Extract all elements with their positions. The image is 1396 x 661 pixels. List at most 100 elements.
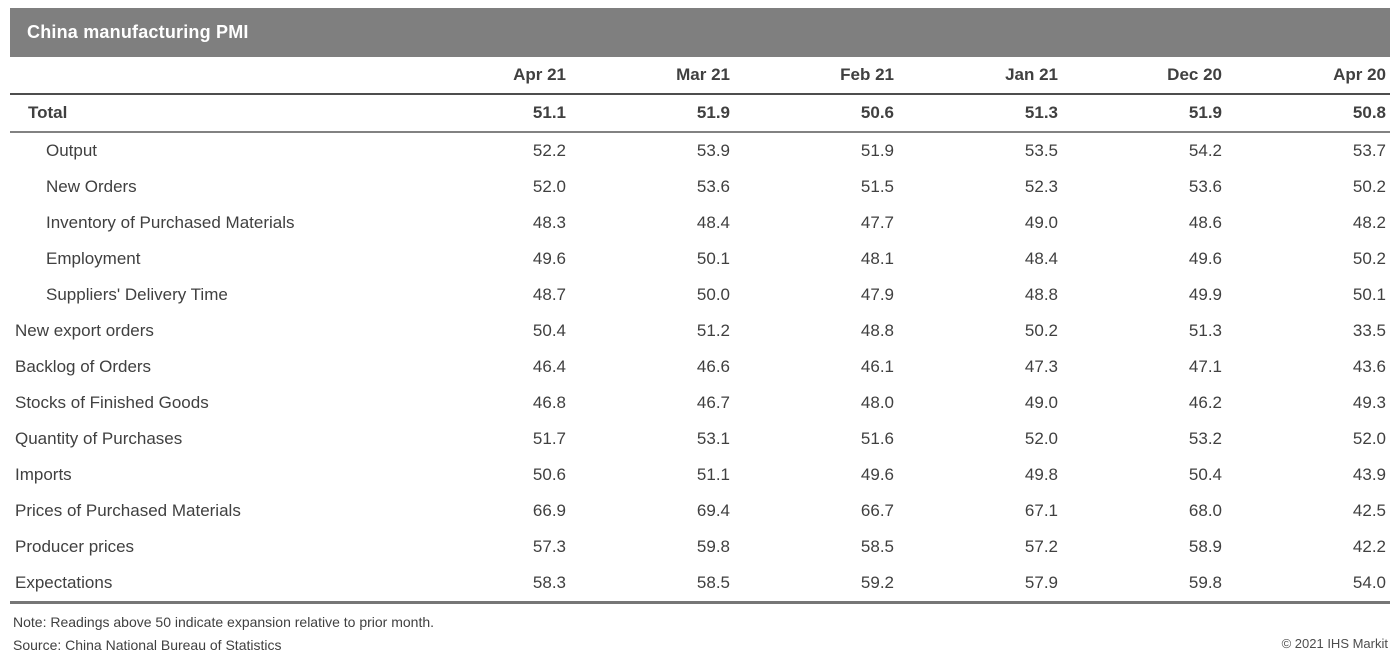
value-cell: 48.3 bbox=[532, 213, 566, 232]
table-row-prices-of-purchased-materials: Prices of Purchased Materials 66.9 69.4 66.… bbox=[10, 493, 1390, 529]
value-cell: 48.4 bbox=[696, 213, 730, 232]
value-cell: 50.6 bbox=[860, 103, 894, 122]
value-cell: 48.6 bbox=[1188, 213, 1222, 232]
value-cell: 52.0 bbox=[1352, 429, 1386, 448]
table-row-imports: Imports 50.6 51.1 49.6 49.8 50.4 43.9 bbox=[10, 457, 1390, 493]
table-row-suppliers-delivery-time: Suppliers' Delivery Time 48.7 50.0 47.9 48.8… bbox=[10, 277, 1390, 313]
value-cell: 66.9 bbox=[532, 501, 566, 520]
value-cell: 53.6 bbox=[1188, 177, 1222, 196]
column-header-apr-21: Apr 21 bbox=[513, 65, 566, 84]
table-row-employment: Employment 49.6 50.1 48.1 48.4 49.6 50.2 bbox=[10, 241, 1390, 277]
row-label: Employment bbox=[46, 249, 141, 268]
value-cell: 51.3 bbox=[1188, 321, 1222, 340]
value-cell: 33.5 bbox=[1352, 321, 1386, 340]
value-cell: 51.5 bbox=[860, 177, 894, 196]
table-row-inventory-of-purchased-materials: Inventory of Purchased Materials 48.3 48.4… bbox=[10, 205, 1390, 241]
value-cell: 58.5 bbox=[860, 537, 894, 556]
value-cell: 53.5 bbox=[1024, 141, 1058, 160]
row-label: Total bbox=[28, 103, 68, 122]
value-cell: 50.1 bbox=[696, 249, 730, 268]
value-cell: 50.4 bbox=[532, 321, 566, 340]
value-cell: 46.1 bbox=[860, 357, 894, 376]
row-label: Backlog of Orders bbox=[15, 357, 152, 376]
copyright-text: © 2021 IHS Markit bbox=[1281, 636, 1388, 651]
value-cell: 42.5 bbox=[1352, 501, 1386, 520]
value-cell: 49.0 bbox=[1024, 393, 1058, 412]
value-cell: 57.2 bbox=[1024, 537, 1058, 556]
table-row-output: Output 52.2 53.9 51.9 53.5 54.2 53.7 bbox=[10, 133, 1390, 169]
value-cell: 49.9 bbox=[1188, 285, 1222, 304]
value-cell: 50.0 bbox=[696, 285, 730, 304]
title-bar: China manufacturing PMI bbox=[10, 8, 1390, 57]
value-cell: 68.0 bbox=[1188, 501, 1222, 520]
value-cell: 46.6 bbox=[696, 357, 730, 376]
footer-notes: Note: Readings above 50 indicate expansi… bbox=[13, 615, 434, 652]
value-cell: 46.4 bbox=[532, 357, 566, 376]
value-cell: 49.3 bbox=[1352, 393, 1386, 412]
value-cell: 59.8 bbox=[1188, 573, 1222, 592]
value-cell: 51.7 bbox=[532, 429, 566, 448]
table-row-backlog-of-orders: Backlog of Orders 46.4 46.6 46.1 47.3 47.1 43.… bbox=[10, 349, 1390, 385]
row-label: Quantity of Purchases bbox=[15, 429, 183, 448]
value-cell: 50.8 bbox=[1352, 103, 1386, 122]
value-cell: 51.1 bbox=[696, 465, 730, 484]
value-cell: 50.6 bbox=[532, 465, 566, 484]
value-cell: 51.6 bbox=[860, 429, 894, 448]
row-label: Prices of Purchased Materials bbox=[15, 501, 241, 520]
value-cell: 50.2 bbox=[1352, 249, 1386, 268]
value-cell: 51.9 bbox=[1188, 103, 1222, 122]
value-cell: 49.6 bbox=[860, 465, 894, 484]
value-cell: 53.7 bbox=[1352, 141, 1386, 160]
table-row-new-export-orders: New export orders 50.4 51.2 48.8 50.2 51.3 33.… bbox=[10, 313, 1390, 349]
row-label: Imports bbox=[15, 465, 72, 484]
value-cell: 53.6 bbox=[696, 177, 730, 196]
value-cell: 49.6 bbox=[1188, 249, 1222, 268]
value-cell: 50.2 bbox=[1024, 321, 1058, 340]
column-header-dec-20: Dec 20 bbox=[1167, 65, 1222, 84]
row-label: New export orders bbox=[15, 321, 154, 340]
value-cell: 57.9 bbox=[1024, 573, 1058, 592]
value-cell: 47.9 bbox=[860, 285, 894, 304]
value-cell: 50.1 bbox=[1352, 285, 1386, 304]
table-row-quantity-of-purchases: Quantity of Purchases 51.7 53.1 51.6 52.0 53.… bbox=[10, 421, 1390, 457]
value-cell: 59.8 bbox=[696, 537, 730, 556]
row-label: Stocks of Finished Goods bbox=[15, 393, 209, 412]
column-header-mar-21: Mar 21 bbox=[676, 65, 730, 84]
row-label: Producer prices bbox=[15, 537, 135, 556]
value-cell: 52.0 bbox=[532, 177, 566, 196]
value-cell: 51.1 bbox=[532, 103, 566, 122]
column-header-row: Apr 21 Mar 21 Feb 21 Jan 21 Dec 20 Apr 20 bbox=[10, 57, 1390, 95]
value-cell: 47.1 bbox=[1188, 357, 1222, 376]
value-cell: 58.9 bbox=[1188, 537, 1222, 556]
source-text: Source: China National Bureau of Statist… bbox=[13, 637, 282, 653]
value-cell: 47.3 bbox=[1024, 357, 1058, 376]
value-cell: 67.1 bbox=[1024, 501, 1058, 520]
table-row-new-orders: New Orders 52.0 53.6 51.5 52.3 53.6 50.2 bbox=[10, 169, 1390, 205]
footer: Note: Readings above 50 indicate expansi… bbox=[10, 604, 1390, 652]
value-cell: 53.1 bbox=[696, 429, 730, 448]
value-cell: 46.7 bbox=[696, 393, 730, 412]
value-cell: 48.8 bbox=[860, 321, 894, 340]
row-label: New Orders bbox=[46, 177, 137, 196]
value-cell: 48.8 bbox=[1024, 285, 1058, 304]
value-cell: 43.6 bbox=[1352, 357, 1386, 376]
page-title: China manufacturing PMI bbox=[27, 22, 249, 42]
value-cell: 53.9 bbox=[696, 141, 730, 160]
value-cell: 50.4 bbox=[1188, 465, 1222, 484]
value-cell: 46.2 bbox=[1188, 393, 1222, 412]
note-text: Note: Readings above 50 indicate expansi… bbox=[13, 614, 435, 630]
row-label: Suppliers' Delivery Time bbox=[46, 285, 228, 304]
table-row-producer-prices: Producer prices 57.3 59.8 58.5 57.2 58.9 42.2 bbox=[10, 529, 1390, 565]
value-cell: 48.4 bbox=[1024, 249, 1058, 268]
row-label: Output bbox=[46, 141, 98, 160]
column-header-jan-21: Jan 21 bbox=[1005, 65, 1058, 84]
pmi-table: Apr 21 Mar 21 Feb 21 Jan 21 Dec 20 Apr 20 Tot… bbox=[10, 57, 1390, 604]
value-cell: 49.6 bbox=[532, 249, 566, 268]
value-cell: 52.0 bbox=[1024, 429, 1058, 448]
value-cell: 52.3 bbox=[1024, 177, 1058, 196]
value-cell: 53.2 bbox=[1188, 429, 1222, 448]
value-cell: 51.9 bbox=[860, 141, 894, 160]
value-cell: 50.2 bbox=[1352, 177, 1386, 196]
value-cell: 46.8 bbox=[532, 393, 566, 412]
